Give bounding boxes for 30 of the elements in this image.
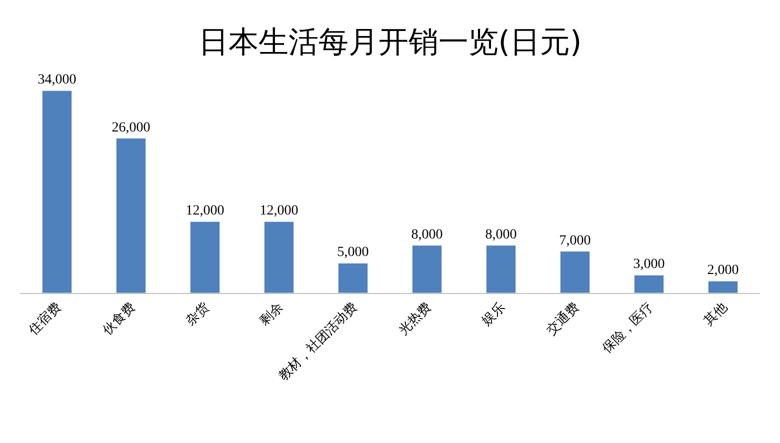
x-tick-label: 剩余 <box>257 300 286 329</box>
chart-title: 日本生活每月开销一览(日元) <box>198 25 582 60</box>
x-tick-label: 交通费 <box>544 299 582 338</box>
bar <box>264 221 294 293</box>
x-tick-label: 光热费 <box>396 300 434 338</box>
data-label: 3,000 <box>633 257 665 272</box>
data-label: 2,000 <box>707 263 739 278</box>
x-tick-label: 保险，医疗 <box>600 300 656 356</box>
bar <box>190 221 220 293</box>
data-label: 8,000 <box>411 227 443 242</box>
data-label: 5,000 <box>337 245 369 260</box>
data-label: 8,000 <box>485 227 517 242</box>
x-tick-label: 其他 <box>701 300 730 329</box>
bar <box>116 138 146 293</box>
data-label: 12,000 <box>260 204 298 219</box>
bar <box>634 274 664 293</box>
x-tick-label: 娱乐 <box>479 300 508 329</box>
bar <box>708 280 738 293</box>
bar <box>560 251 590 293</box>
x-tick-label: 住宿费 <box>24 299 64 339</box>
bar <box>338 262 368 293</box>
data-label: 12,000 <box>186 204 224 219</box>
x-tick-label: 杂货 <box>183 300 212 329</box>
bar <box>42 90 72 293</box>
data-label: 26,000 <box>112 120 150 136</box>
bar <box>412 245 442 293</box>
data-label: 34,000 <box>38 72 76 88</box>
x-tick-label: 伙食费 <box>100 300 138 338</box>
bar <box>486 245 516 293</box>
data-label: 7,000 <box>559 233 591 248</box>
